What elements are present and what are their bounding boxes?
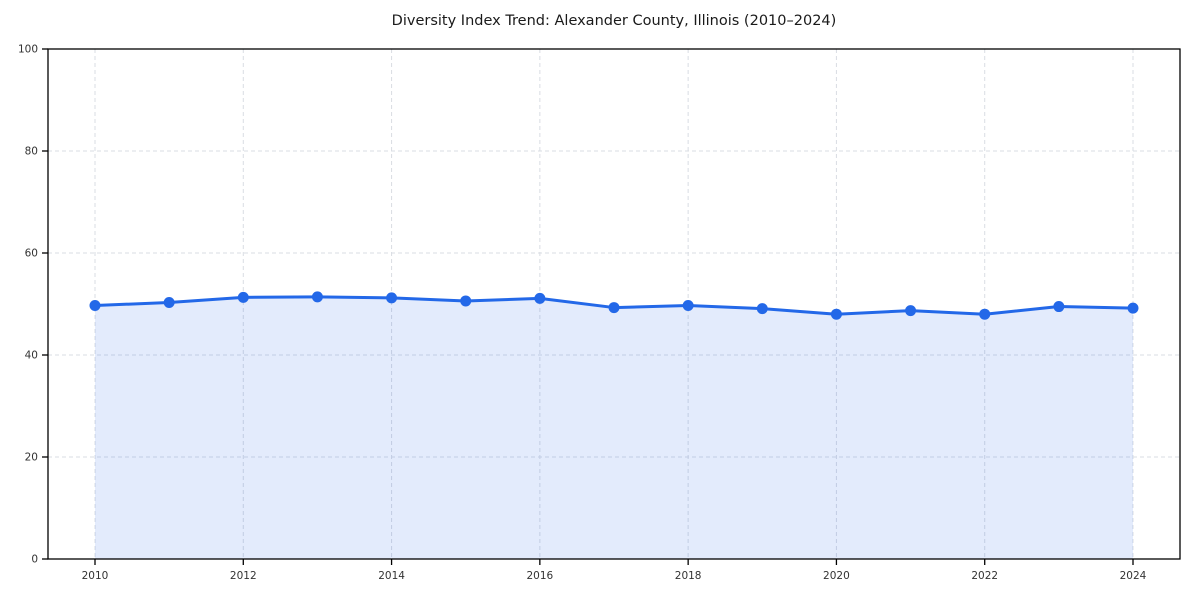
plot-border <box>47 48 1181 560</box>
y-tick-label-100: 100 <box>18 44 38 56</box>
x-tick-label-2010: 2010 <box>82 570 109 582</box>
x-tick-label-2016: 2016 <box>526 570 553 582</box>
y-tick-label-0: 0 <box>31 554 38 566</box>
data-point-2012 <box>237 291 249 303</box>
x-tick-label-2018: 2018 <box>675 570 702 582</box>
data-point-2021 <box>905 305 917 317</box>
data-point-2016 <box>534 292 546 304</box>
chart-title: Diversity Index Trend: Alexander County,… <box>391 13 837 29</box>
data-point-2010 <box>89 300 101 312</box>
y-tick-label-40: 40 <box>25 350 38 362</box>
y-tick-label-80: 80 <box>25 146 38 158</box>
data-point-2022 <box>979 308 991 320</box>
data-point-2020 <box>830 308 842 320</box>
x-tick-label-2014: 2014 <box>378 570 405 582</box>
x-tick-label-2012: 2012 <box>230 570 257 582</box>
data-point-2011 <box>163 296 175 308</box>
y-tick-label-20: 20 <box>25 452 38 464</box>
data-point-2018 <box>682 300 694 312</box>
data-point-2024 <box>1127 302 1139 314</box>
data-point-2015 <box>460 295 472 307</box>
data-point-2019 <box>756 303 768 315</box>
x-tick-label-2020: 2020 <box>823 570 850 582</box>
data-point-2014 <box>386 292 398 304</box>
data-point-2013 <box>311 291 323 303</box>
x-tick-label-2022: 2022 <box>971 570 998 582</box>
data-point-2017 <box>608 302 620 314</box>
y-tick-label-60: 60 <box>25 248 38 260</box>
x-tick-label-2024: 2024 <box>1120 570 1147 582</box>
data-point-2023 <box>1053 301 1065 313</box>
area-fill <box>95 296 1133 559</box>
